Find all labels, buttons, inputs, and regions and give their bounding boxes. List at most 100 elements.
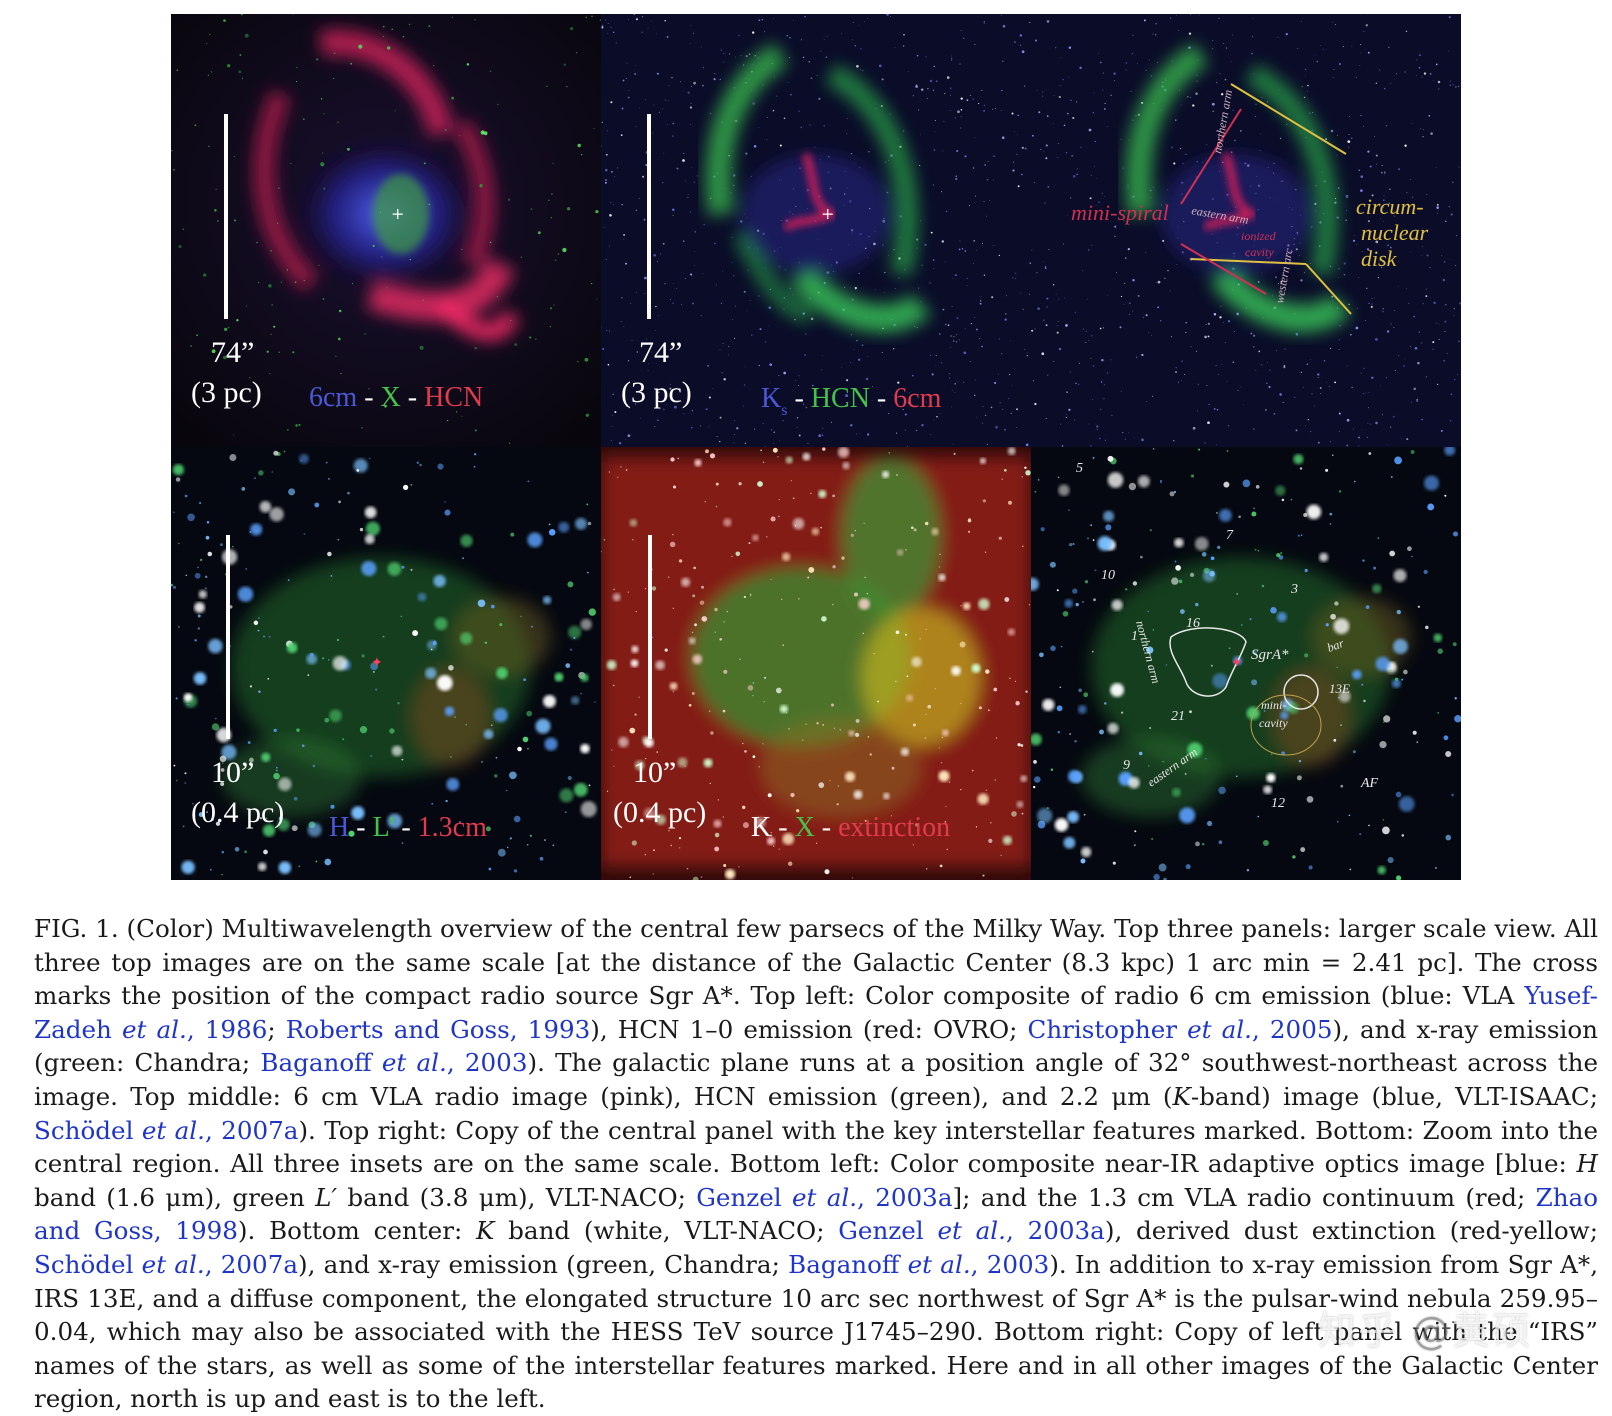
star <box>1092 399 1093 400</box>
star <box>812 528 820 536</box>
star <box>947 849 948 850</box>
star <box>1083 328 1084 329</box>
star <box>1329 386 1330 387</box>
star <box>474 466 476 468</box>
star <box>936 365 937 366</box>
star <box>732 237 733 238</box>
star <box>1218 18 1219 19</box>
star <box>1004 429 1006 431</box>
star <box>1093 598 1096 601</box>
star <box>1101 382 1102 383</box>
caption-text: band (white, VLT-NACO; <box>494 1216 838 1245</box>
star <box>950 88 951 89</box>
citation-link[interactable]: Genzel et al., 2003a <box>838 1216 1105 1245</box>
star <box>1001 353 1002 354</box>
panel-bottom-left-image: 10” (0.4 pc) H - L’ - 1.3cm ✦ <box>171 447 601 880</box>
star <box>1403 365 1405 367</box>
star <box>1190 573 1194 577</box>
star <box>1006 295 1007 296</box>
star <box>810 124 811 125</box>
star <box>562 248 566 252</box>
star <box>1129 302 1131 304</box>
star <box>245 568 247 570</box>
star <box>1001 15 1002 16</box>
star <box>183 826 185 828</box>
star <box>1368 52 1370 54</box>
star <box>807 576 809 578</box>
star <box>642 16 643 17</box>
star <box>1213 111 1214 112</box>
star <box>622 297 623 298</box>
star <box>1234 140 1235 141</box>
star <box>1301 534 1303 536</box>
caption-italic: H <box>1577 1149 1598 1178</box>
star <box>1046 144 1048 146</box>
star <box>1379 741 1386 748</box>
star <box>951 406 952 407</box>
star <box>1034 328 1035 329</box>
star <box>1307 364 1308 365</box>
star <box>1105 524 1111 530</box>
citation-link[interactable]: Schödel et al., 2007a <box>34 1250 298 1279</box>
star <box>1376 657 1390 671</box>
star <box>822 434 824 436</box>
star <box>1103 511 1114 522</box>
star <box>546 86 547 87</box>
star <box>1091 175 1092 176</box>
citation-link[interactable]: Roberts and Goss, 1993 <box>286 1015 591 1044</box>
star <box>1181 360 1182 361</box>
citation-link[interactable]: Baganoff et al., 2003 <box>260 1048 527 1077</box>
star <box>654 426 655 427</box>
star <box>1305 75 1306 76</box>
star <box>514 343 517 346</box>
star <box>960 605 961 606</box>
star <box>1433 349 1434 350</box>
star <box>657 420 658 421</box>
star <box>974 317 975 318</box>
star <box>1232 110 1233 111</box>
star <box>1179 807 1195 823</box>
star <box>1060 424 1061 425</box>
star <box>985 415 986 416</box>
star <box>1376 155 1378 157</box>
star <box>1348 304 1349 305</box>
star <box>1437 384 1438 385</box>
star <box>1033 380 1034 381</box>
star <box>613 588 615 590</box>
citation-link[interactable]: Schödel et al., 2007a <box>34 1116 298 1145</box>
star <box>1021 744 1024 747</box>
star <box>925 714 926 715</box>
star <box>1379 70 1380 71</box>
star <box>818 98 820 100</box>
star <box>381 256 382 257</box>
star <box>1005 318 1007 320</box>
star <box>1399 796 1415 812</box>
star <box>1068 770 1081 783</box>
star <box>667 124 668 125</box>
star <box>245 34 249 38</box>
star <box>187 704 189 706</box>
star <box>1279 393 1282 396</box>
star <box>743 822 749 828</box>
star <box>1280 552 1282 554</box>
star <box>1149 727 1151 729</box>
star <box>975 379 976 380</box>
star <box>1253 508 1255 510</box>
star <box>233 435 234 436</box>
star <box>459 135 460 136</box>
star <box>1260 150 1261 151</box>
star <box>1363 31 1364 32</box>
citation-link[interactable]: Christopher et al., 2005 <box>1028 1015 1333 1044</box>
star <box>543 596 551 604</box>
star <box>1043 151 1044 152</box>
star <box>1065 324 1068 327</box>
star <box>727 611 728 612</box>
citation-link[interactable]: Genzel et al., 2003a <box>696 1183 952 1212</box>
star <box>898 278 899 279</box>
citation-link[interactable]: Baganoff et al., 2003 <box>788 1250 1049 1279</box>
star <box>1324 360 1326 362</box>
star <box>750 594 751 595</box>
star <box>1332 454 1334 456</box>
star <box>656 33 657 34</box>
star <box>1000 403 1001 404</box>
